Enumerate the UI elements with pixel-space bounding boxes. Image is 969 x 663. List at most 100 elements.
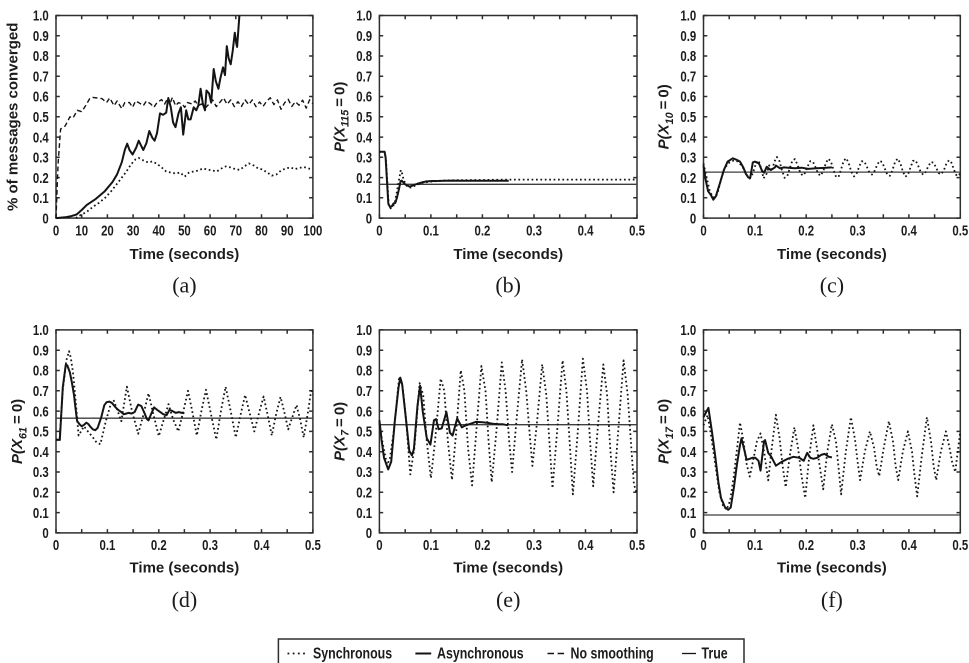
svg-text:P(X115 = 0): P(X115 = 0) bbox=[331, 82, 351, 152]
svg-text:0.5: 0.5 bbox=[33, 108, 49, 125]
svg-text:0.4: 0.4 bbox=[901, 222, 917, 239]
svg-text:20: 20 bbox=[101, 222, 114, 239]
svg-text:0.2: 0.2 bbox=[356, 169, 372, 186]
svg-text:0.2: 0.2 bbox=[474, 222, 490, 239]
svg-text:(f): (f) bbox=[821, 587, 843, 612]
svg-text:0.5: 0.5 bbox=[305, 537, 321, 554]
svg-text:1.0: 1.0 bbox=[33, 322, 49, 339]
svg-text:0.8: 0.8 bbox=[33, 48, 49, 65]
svg-text:0.3: 0.3 bbox=[680, 464, 696, 481]
svg-text:0.4: 0.4 bbox=[680, 443, 696, 460]
svg-text:0: 0 bbox=[376, 537, 382, 554]
svg-text:0.3: 0.3 bbox=[850, 222, 866, 239]
svg-text:True: True bbox=[702, 644, 728, 662]
svg-text:0.4: 0.4 bbox=[578, 222, 594, 239]
svg-text:0: 0 bbox=[690, 525, 696, 542]
svg-text:(a): (a) bbox=[172, 273, 196, 298]
svg-text:0: 0 bbox=[42, 525, 48, 542]
svg-text:P(X61 = 0): P(X61 = 0) bbox=[9, 399, 29, 464]
svg-text:0.7: 0.7 bbox=[356, 68, 372, 85]
svg-text:0.3: 0.3 bbox=[680, 149, 696, 166]
svg-text:0.5: 0.5 bbox=[629, 537, 645, 554]
svg-text:0.5: 0.5 bbox=[629, 222, 645, 239]
svg-text:0: 0 bbox=[700, 537, 706, 554]
svg-text:0.4: 0.4 bbox=[254, 537, 270, 554]
svg-text:% of messages converged: % of messages converged bbox=[5, 23, 22, 211]
svg-text:0.1: 0.1 bbox=[423, 537, 439, 554]
svg-text:(c): (c) bbox=[820, 273, 844, 298]
svg-text:60: 60 bbox=[204, 222, 217, 239]
svg-text:(d): (d) bbox=[172, 587, 198, 612]
svg-text:0.1: 0.1 bbox=[356, 189, 372, 206]
svg-text:0.6: 0.6 bbox=[680, 88, 696, 105]
svg-text:1.0: 1.0 bbox=[33, 7, 49, 24]
svg-text:0.6: 0.6 bbox=[356, 88, 372, 105]
svg-text:Time (seconds): Time (seconds) bbox=[130, 559, 240, 576]
svg-text:Time (seconds): Time (seconds) bbox=[777, 246, 887, 263]
svg-text:0.2: 0.2 bbox=[33, 169, 49, 186]
svg-text:0.3: 0.3 bbox=[356, 149, 372, 166]
svg-text:0: 0 bbox=[366, 210, 372, 227]
svg-text:0.1: 0.1 bbox=[680, 189, 696, 206]
svg-text:0.9: 0.9 bbox=[356, 27, 372, 44]
svg-text:0.9: 0.9 bbox=[356, 342, 372, 359]
svg-text:Time (seconds): Time (seconds) bbox=[453, 559, 563, 576]
svg-text:0.5: 0.5 bbox=[680, 423, 696, 440]
svg-text:100: 100 bbox=[303, 222, 322, 239]
svg-text:0.2: 0.2 bbox=[151, 537, 167, 554]
svg-text:No smoothing: No smoothing bbox=[571, 644, 654, 662]
svg-text:0.1: 0.1 bbox=[33, 189, 49, 206]
svg-text:0.8: 0.8 bbox=[680, 48, 696, 65]
svg-text:0.2: 0.2 bbox=[33, 484, 49, 501]
svg-text:0.6: 0.6 bbox=[33, 403, 49, 420]
svg-text:0: 0 bbox=[700, 222, 706, 239]
svg-text:0.2: 0.2 bbox=[356, 484, 372, 501]
svg-text:0.1: 0.1 bbox=[680, 504, 696, 521]
svg-text:0.9: 0.9 bbox=[33, 27, 49, 44]
svg-text:80: 80 bbox=[255, 222, 268, 239]
svg-text:Time (seconds): Time (seconds) bbox=[453, 246, 563, 263]
svg-text:0.4: 0.4 bbox=[33, 443, 49, 460]
svg-text:0.1: 0.1 bbox=[747, 537, 763, 554]
svg-text:0.8: 0.8 bbox=[680, 362, 696, 379]
svg-text:0: 0 bbox=[690, 210, 696, 227]
svg-text:0.5: 0.5 bbox=[952, 222, 968, 239]
svg-text:0.4: 0.4 bbox=[33, 129, 49, 146]
svg-text:0.5: 0.5 bbox=[33, 423, 49, 440]
svg-text:0: 0 bbox=[42, 210, 48, 227]
svg-text:90: 90 bbox=[281, 222, 294, 239]
svg-text:0.1: 0.1 bbox=[747, 222, 763, 239]
svg-text:70: 70 bbox=[229, 222, 242, 239]
svg-text:P(X17 = 0): P(X17 = 0) bbox=[656, 399, 676, 464]
svg-text:0.2: 0.2 bbox=[474, 537, 490, 554]
svg-text:0.2: 0.2 bbox=[680, 484, 696, 501]
svg-text:0.3: 0.3 bbox=[850, 537, 866, 554]
svg-text:0.4: 0.4 bbox=[356, 443, 372, 460]
svg-text:0.8: 0.8 bbox=[356, 362, 372, 379]
svg-text:0.1: 0.1 bbox=[423, 222, 439, 239]
svg-text:1.0: 1.0 bbox=[356, 7, 372, 24]
svg-text:0.4: 0.4 bbox=[680, 129, 696, 146]
svg-text:0.5: 0.5 bbox=[356, 423, 372, 440]
svg-text:40: 40 bbox=[152, 222, 165, 239]
svg-text:0.1: 0.1 bbox=[99, 537, 115, 554]
svg-text:(b): (b) bbox=[495, 273, 521, 298]
svg-text:0: 0 bbox=[53, 222, 59, 239]
svg-text:0: 0 bbox=[376, 222, 382, 239]
svg-text:P(X10 = 0): P(X10 = 0) bbox=[656, 84, 676, 149]
svg-text:0.3: 0.3 bbox=[526, 222, 542, 239]
svg-text:0.1: 0.1 bbox=[33, 504, 49, 521]
svg-text:0.3: 0.3 bbox=[202, 537, 218, 554]
svg-text:0.4: 0.4 bbox=[578, 537, 594, 554]
svg-text:0.3: 0.3 bbox=[526, 537, 542, 554]
svg-text:0.8: 0.8 bbox=[33, 362, 49, 379]
svg-text:0.7: 0.7 bbox=[33, 68, 49, 85]
svg-text:0.8: 0.8 bbox=[356, 48, 372, 65]
svg-text:1.0: 1.0 bbox=[680, 7, 696, 24]
svg-text:0.2: 0.2 bbox=[680, 169, 696, 186]
svg-text:0.5: 0.5 bbox=[952, 537, 968, 554]
svg-text:0.6: 0.6 bbox=[33, 88, 49, 105]
svg-text:0.7: 0.7 bbox=[680, 382, 696, 399]
svg-text:30: 30 bbox=[127, 222, 140, 239]
svg-text:(e): (e) bbox=[496, 587, 520, 612]
